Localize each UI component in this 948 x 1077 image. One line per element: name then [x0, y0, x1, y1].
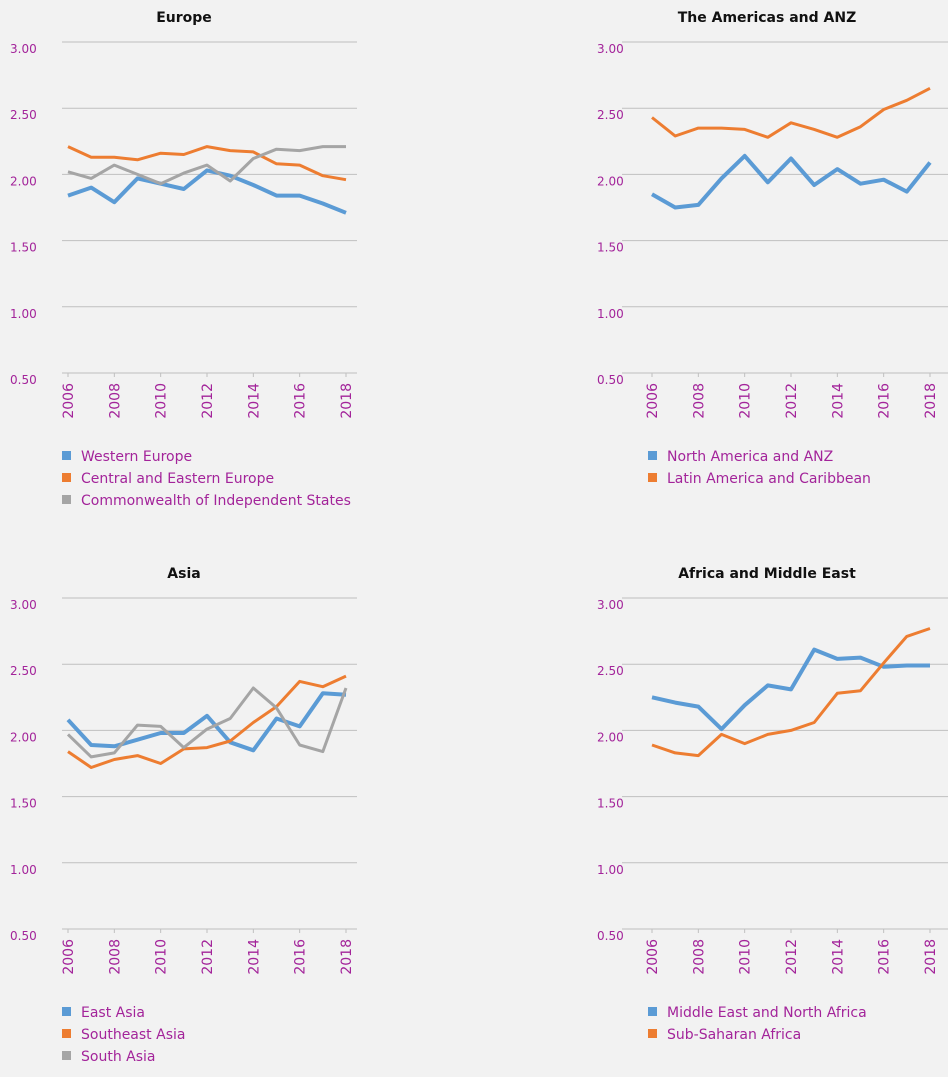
legend-swatch [648, 1029, 657, 1038]
legend-label: North America and ANZ [667, 449, 833, 465]
y-tick-label: 3.00 [10, 598, 37, 612]
y-tick-label: 2.50 [10, 108, 37, 122]
legend-swatch [62, 1029, 71, 1038]
x-tick-label: 2010 [738, 939, 754, 975]
y-tick-label: 1.50 [10, 241, 37, 255]
x-tick-label: 2018 [339, 939, 355, 975]
x-tick-label: 2014 [246, 383, 262, 419]
y-tick-label: 2.50 [597, 108, 624, 122]
chart-title: The Americas and ANZ [678, 10, 856, 26]
x-tick-label: 2014 [246, 939, 262, 975]
y-tick-label: 1.00 [597, 307, 624, 321]
x-tick-label: 2012 [200, 939, 216, 975]
y-tick-label: 0.50 [10, 373, 37, 387]
legend-swatch [648, 473, 657, 482]
y-tick-label: 0.50 [10, 929, 37, 943]
legend-label: East Asia [81, 1005, 145, 1021]
x-tick-label: 2016 [877, 939, 893, 975]
legend-swatch [62, 495, 71, 504]
y-tick-label: 2.00 [597, 174, 624, 188]
x-tick-label: 2010 [154, 939, 170, 975]
x-tick-label: 2008 [691, 383, 707, 419]
legend-swatch [62, 451, 71, 460]
y-tick-label: 1.00 [597, 863, 624, 877]
series-line [651, 647, 930, 732]
legend-label: Middle East and North Africa [667, 1005, 867, 1021]
y-tick-label: 0.50 [597, 373, 624, 387]
legend-swatch [62, 473, 71, 482]
y-tick-label: 3.00 [597, 598, 624, 612]
series-line [651, 153, 932, 210]
y-tick-label: 1.50 [597, 241, 624, 255]
y-tick-label: 2.50 [10, 664, 37, 678]
series-line [67, 168, 347, 215]
series-line [66, 686, 348, 759]
x-tick-label: 2014 [830, 939, 846, 975]
legend-swatch [648, 451, 657, 460]
legend-label: Western Europe [81, 449, 192, 465]
legend-swatch [62, 1007, 71, 1016]
x-tick-label: 2008 [691, 939, 707, 975]
x-tick-label: 2010 [154, 383, 170, 419]
y-tick-label: 3.00 [10, 42, 37, 56]
x-tick-label: 2008 [107, 383, 123, 419]
series-line [67, 145, 347, 182]
x-tick-label: 2018 [923, 939, 939, 975]
x-tick-label: 2016 [293, 939, 309, 975]
x-tick-label: 2018 [923, 383, 939, 419]
legend-swatch [648, 1007, 657, 1016]
legend-label: South Asia [81, 1049, 155, 1065]
legend-label: Sub-Saharan Africa [667, 1027, 801, 1043]
legend-swatch [62, 1051, 71, 1060]
legend-label: Commonwealth of Independent States [81, 493, 351, 509]
legend-label: Latin America and Caribbean [667, 471, 871, 487]
series-line [651, 86, 931, 139]
x-tick-label: 2006 [61, 383, 77, 419]
x-tick-label: 2014 [830, 383, 846, 419]
x-tick-label: 2010 [738, 383, 754, 419]
x-tick-label: 2016 [877, 383, 893, 419]
y-tick-label: 2.00 [10, 174, 37, 188]
y-tick-label: 1.00 [10, 863, 37, 877]
series-line [651, 627, 931, 758]
x-tick-label: 2008 [107, 939, 123, 975]
y-tick-label: 1.50 [10, 797, 37, 811]
y-tick-label: 1.00 [10, 307, 37, 321]
series-line [67, 145, 346, 186]
x-tick-label: 2012 [784, 383, 800, 419]
x-tick-label: 2006 [61, 939, 77, 975]
series-line [66, 691, 347, 753]
chart-title: Africa and Middle East [678, 566, 856, 582]
x-tick-label: 2016 [293, 383, 309, 419]
y-tick-label: 0.50 [597, 929, 624, 943]
chart-title: Europe [156, 10, 212, 26]
y-tick-label: 2.00 [597, 730, 624, 744]
x-tick-label: 2006 [645, 939, 661, 975]
x-tick-label: 2012 [200, 383, 216, 419]
x-tick-label: 2006 [645, 383, 661, 419]
y-tick-label: 2.50 [597, 664, 624, 678]
x-tick-label: 2012 [784, 939, 800, 975]
y-tick-label: 1.50 [597, 797, 624, 811]
legend-label: Central and Eastern Europe [81, 471, 274, 487]
legend-label: Southeast Asia [81, 1027, 185, 1043]
y-tick-label: 3.00 [597, 42, 624, 56]
x-tick-label: 2018 [339, 383, 355, 419]
chart-title: Asia [167, 566, 200, 582]
y-tick-label: 2.00 [10, 730, 37, 744]
series-line [67, 674, 347, 769]
